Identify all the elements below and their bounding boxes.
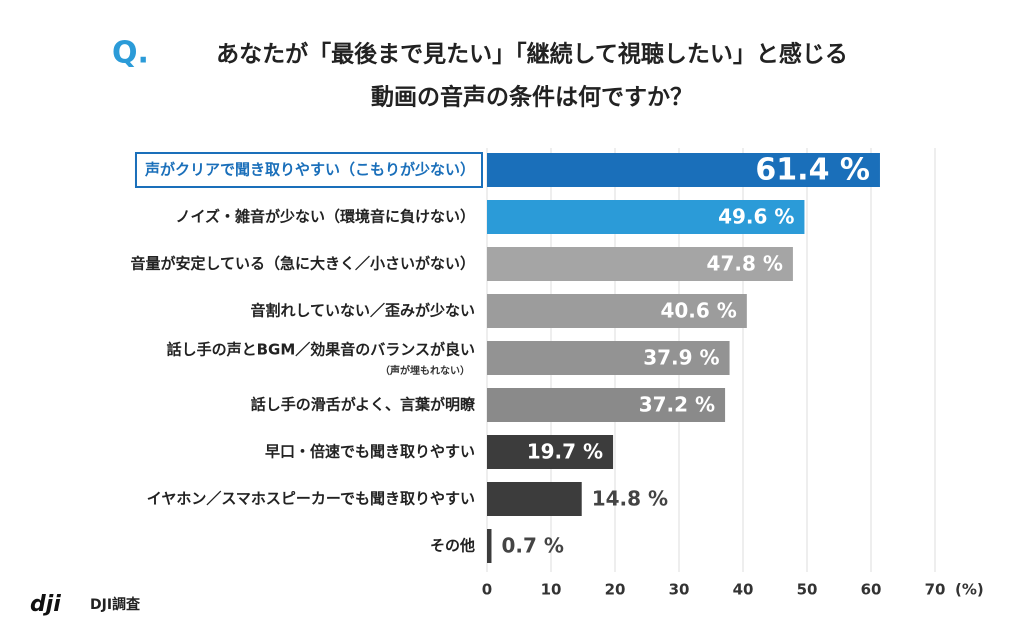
category-label: 話し手の声とBGM／効果音のバランスが良い [167,341,475,359]
category-label: イヤホン／スマホスピーカーでも聞き取りやすい [147,490,475,508]
value-label: 49.6 % [718,205,794,229]
x-tick-label: 60 [861,581,882,599]
category-label: 早口・倍速でも聞き取りやすい [265,443,475,461]
bar [487,200,805,234]
x-tick-label: 70 [925,581,946,599]
x-axis-unit: (%) [955,581,984,599]
source-logo: dji [30,592,61,617]
category-label: 音量が安定している（急に大きく／小さいがない） [130,255,475,273]
category-label: 音割れしていない／歪みが少ない [250,302,475,320]
value-label: 0.7 % [501,534,563,558]
value-label: 37.9 % [643,346,719,370]
x-tick-label: 0 [482,581,492,599]
value-label: 61.4 % [755,153,870,188]
bar [487,482,582,516]
category-note: （声が埋もれない） [380,364,470,377]
value-label: 47.8 % [707,252,783,276]
x-tick-label: 50 [797,581,818,599]
chart-title: 動画の音声の条件は何ですか？ [371,84,693,111]
value-label: 14.8 % [592,487,668,511]
category-label: ノイズ・雑音が少ない（環境音に負けない） [175,208,475,226]
category-label: 声がクリアで聞き取りやすい（こもりが少ない） [144,161,475,179]
x-tick-label: 40 [733,581,754,599]
bar [487,247,793,281]
bar [487,153,880,187]
value-label: 37.2 % [639,393,715,417]
highlight-box [134,152,483,188]
bar [487,529,492,563]
bar [487,341,730,375]
x-tick-label: 30 [669,581,690,599]
value-label: 19.7 % [527,440,603,464]
bar [487,388,726,422]
x-tick-label: 10 [541,581,562,599]
category-label: その他 [430,537,475,555]
title-marker: Q. [112,36,149,71]
value-label: 40.6 % [660,299,736,323]
bar [487,294,747,328]
bar [487,435,614,469]
source: DJI調査 [90,596,141,613]
category-label: 話し手の滑舌がよく、言葉が明瞭 [251,396,476,414]
x-tick-label: 20 [605,581,626,599]
chart-title: あなたが「最後まで見たい」「継続して視聴したい」と感じる [216,41,848,68]
